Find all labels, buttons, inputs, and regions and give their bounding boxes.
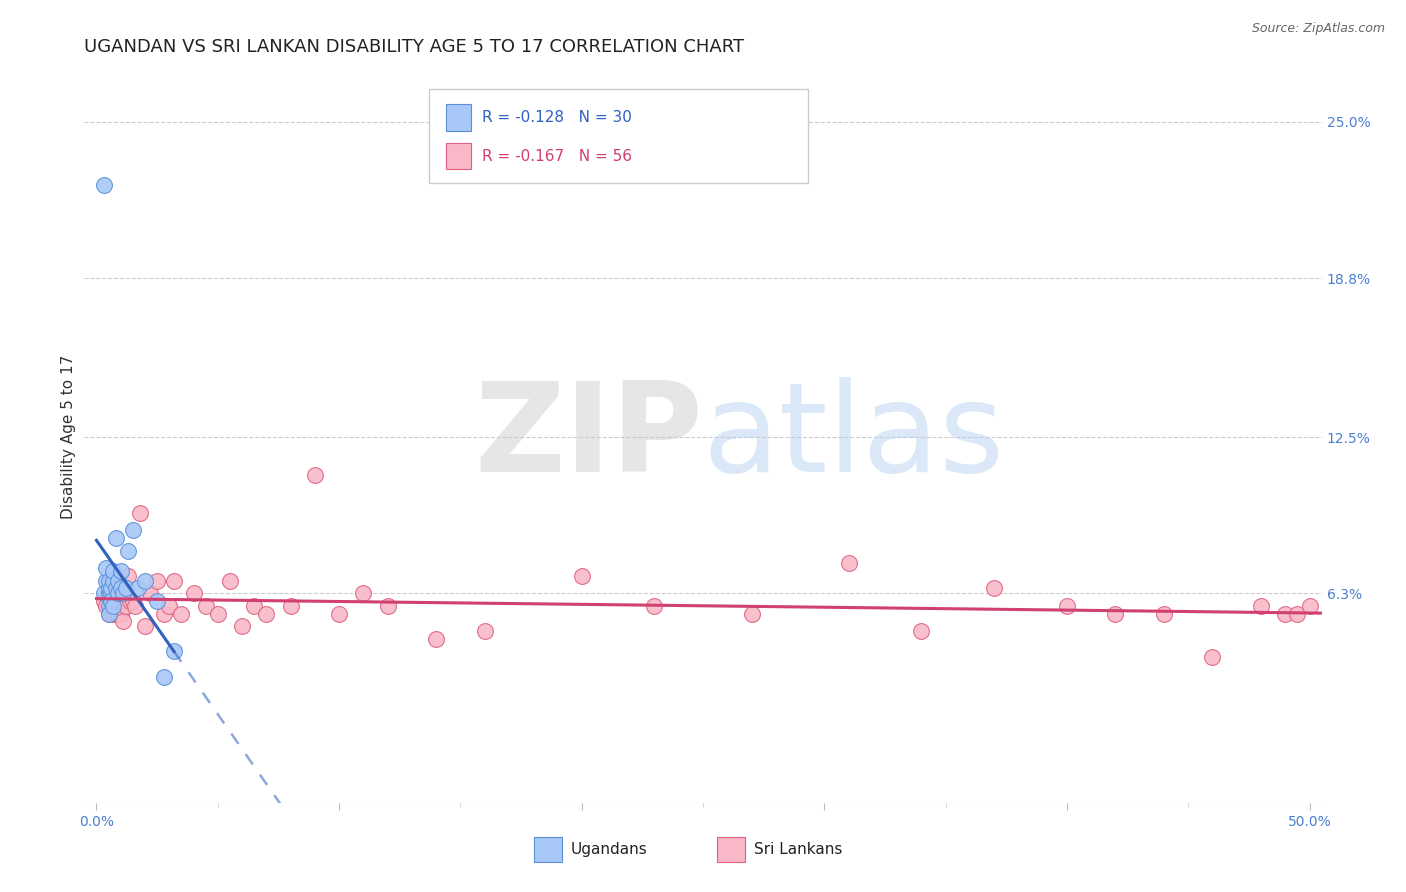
Point: [157, 599, 180, 613]
Point: [97, 586, 120, 600]
Point: [104, 531, 127, 545]
Point: [163, 574, 186, 588]
Point: [114, 599, 136, 613]
Point: [254, 607, 277, 621]
Point: [110, 582, 132, 596]
Point: [96, 599, 118, 613]
Point: [107, 574, 129, 588]
Text: Source: ZipAtlas.com: Source: ZipAtlas.com: [1251, 22, 1385, 36]
Point: [741, 607, 763, 621]
Point: [103, 564, 125, 578]
Point: [170, 607, 193, 621]
Point: [107, 607, 129, 621]
Point: [304, 467, 326, 482]
Point: [1286, 607, 1309, 621]
Point: [100, 582, 122, 596]
Point: [1104, 607, 1126, 621]
Point: [153, 607, 176, 621]
Point: [97, 607, 120, 621]
Point: [134, 619, 156, 633]
Text: Ugandans: Ugandans: [571, 842, 648, 856]
Point: [122, 594, 145, 608]
Point: [146, 574, 169, 588]
Point: [280, 599, 302, 613]
Point: [243, 599, 266, 613]
Point: [103, 599, 125, 613]
Point: [122, 524, 145, 538]
Point: [219, 574, 242, 588]
Point: [377, 599, 399, 613]
Point: [146, 594, 169, 608]
Point: [1274, 607, 1296, 621]
Point: [114, 582, 136, 596]
Text: R = -0.167   N = 56: R = -0.167 N = 56: [482, 149, 633, 163]
Point: [107, 599, 129, 613]
Point: [97, 582, 120, 596]
Point: [97, 574, 120, 588]
Point: [96, 574, 118, 588]
Point: [117, 543, 139, 558]
Point: [93, 178, 115, 192]
Point: [100, 582, 122, 596]
Point: [97, 607, 120, 621]
Point: [983, 582, 1005, 596]
Point: [231, 619, 253, 633]
Point: [352, 586, 374, 600]
Point: [129, 506, 152, 520]
Point: [163, 644, 186, 658]
Point: [100, 594, 122, 608]
Point: [183, 586, 205, 600]
Point: [100, 599, 122, 613]
Point: [117, 569, 139, 583]
Point: [93, 586, 115, 600]
Point: [96, 561, 118, 575]
Point: [1298, 599, 1320, 613]
Point: [110, 594, 132, 608]
Point: [139, 586, 162, 600]
Point: [104, 582, 127, 596]
Point: [103, 599, 125, 613]
Point: [207, 607, 229, 621]
Point: [127, 582, 149, 596]
Point: [328, 607, 350, 621]
Text: Sri Lankans: Sri Lankans: [754, 842, 842, 856]
Point: [643, 599, 665, 613]
Y-axis label: Disability Age 5 to 17: Disability Age 5 to 17: [60, 355, 76, 519]
Point: [1250, 599, 1272, 613]
Point: [93, 594, 115, 608]
Point: [120, 594, 142, 608]
Point: [571, 569, 593, 583]
Point: [134, 574, 156, 588]
Point: [104, 589, 127, 603]
Point: [100, 586, 122, 600]
Point: [838, 556, 860, 570]
Point: [103, 574, 125, 588]
Point: [910, 624, 932, 639]
Point: [112, 614, 135, 628]
Text: atlas: atlas: [703, 376, 1005, 498]
Point: [97, 599, 120, 613]
Point: [194, 599, 217, 613]
Point: [97, 586, 120, 600]
Text: UGANDAN VS SRI LANKAN DISABILITY AGE 5 TO 17 CORRELATION CHART: UGANDAN VS SRI LANKAN DISABILITY AGE 5 T…: [84, 38, 745, 56]
Point: [112, 586, 135, 600]
Point: [110, 564, 132, 578]
Point: [104, 607, 127, 621]
Point: [474, 624, 496, 639]
Point: [1056, 599, 1078, 613]
Point: [124, 599, 146, 613]
Point: [425, 632, 447, 646]
Point: [107, 586, 129, 600]
Text: ZIP: ZIP: [474, 376, 703, 498]
Point: [153, 670, 176, 684]
Point: [1201, 649, 1223, 664]
Point: [103, 607, 125, 621]
Point: [1153, 607, 1175, 621]
Text: R = -0.128   N = 30: R = -0.128 N = 30: [482, 111, 633, 125]
Point: [110, 607, 132, 621]
